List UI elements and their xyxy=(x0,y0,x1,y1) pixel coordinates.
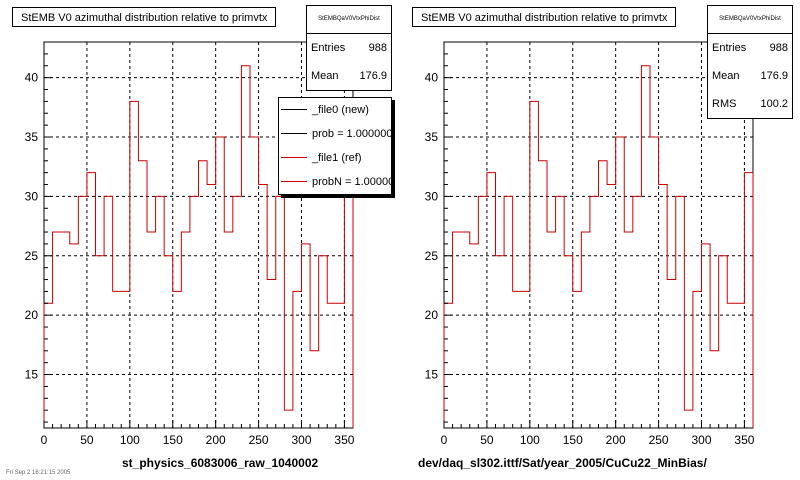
legend-entry-file1: _file1 (ref) xyxy=(279,146,391,170)
left-histogram-title: StEMB V0 azimuthal distribution relative… xyxy=(12,7,277,27)
right-stats-rms-value: 100.2 xyxy=(760,98,788,110)
legend-label-probn: probN = 1.000000 xyxy=(312,176,391,188)
right-stats-mean-label: Mean xyxy=(712,70,740,82)
legend-entry-prob: prob = 1.000000 xyxy=(279,122,391,146)
right-stats-name: StEMBQaV0VtxPhiDist xyxy=(708,6,792,34)
right-x-tick-label-5: 250 xyxy=(649,433,669,447)
right-stats-rms-row: RMS 100.2 xyxy=(708,90,792,118)
right-stats-entries-value: 988 xyxy=(769,42,788,54)
left-y-tick-label-0: 15 xyxy=(25,368,39,382)
left-y-tick-label-3: 30 xyxy=(25,189,39,203)
left-x-tick-label-1: 50 xyxy=(80,433,94,447)
left-legend-box: _file0 (new) prob = 1.000000 _file1 (ref… xyxy=(278,97,392,195)
left-x-tick-label-6: 300 xyxy=(291,433,311,447)
left-y-tick-label-5: 40 xyxy=(25,71,39,85)
left-x-tick-label-7: 350 xyxy=(334,433,354,447)
left-x-tick-label-3: 150 xyxy=(163,433,183,447)
left-x-axis-label: st_physics_6083006_raw_1040002 xyxy=(122,456,319,470)
right-x-tick-label-2: 100 xyxy=(520,433,540,447)
right-x-tick-label-6: 300 xyxy=(691,433,711,447)
left-stats-entries-row: Entries 988 xyxy=(307,34,391,62)
right-stats-mean-value: 176.9 xyxy=(760,70,788,82)
left-stats-entries-value: 988 xyxy=(368,42,387,54)
left-x-tick-label-4: 200 xyxy=(206,433,226,447)
left-histogram-series-line xyxy=(43,65,354,428)
left-x-tick-label-0: 0 xyxy=(41,433,48,447)
legend-entry-probn: probN = 1.000000 xyxy=(279,170,391,194)
left-stats-box: StEMBQaV0VtxPhiDist Entries 988 Mean 176… xyxy=(306,5,392,91)
right-x-tick-label-1: 50 xyxy=(480,433,494,447)
left-y-tick-label-2: 25 xyxy=(25,249,39,263)
right-histogram-title: StEMB V0 azimuthal distribution relative… xyxy=(412,7,677,27)
right-histogram-plot: 0 50 100 150 200 250 300 350 15 20 25 30 35 40 xyxy=(425,41,755,447)
right-x-tick-label-3: 150 xyxy=(563,433,583,447)
right-y-tick-label-0: 15 xyxy=(425,368,439,382)
right-y-tick-label-1: 20 xyxy=(425,308,439,322)
footnote-timestamp: Fri Sep 2 16:21:15 2005 xyxy=(6,470,71,476)
left-stats-mean-row: Mean 176.9 xyxy=(307,62,391,90)
left-histogram-panel: 0 50 100 150 200 250 300 350 15 20 25 30 35 40 StEMB … xyxy=(12,5,392,470)
legend-swatch-probn xyxy=(281,181,307,182)
right-stats-entries-label: Entries xyxy=(712,42,747,54)
right-x-tick-label-7: 350 xyxy=(734,433,754,447)
right-stats-rms-label: RMS xyxy=(712,98,737,110)
right-stats-mean-row: Mean 176.9 xyxy=(708,62,792,90)
right-histogram-series-line xyxy=(443,65,754,428)
legend-label-file1: _file1 (ref) xyxy=(312,152,362,164)
left-y-tick-label-4: 35 xyxy=(25,130,39,144)
legend-label-file0: _file0 (new) xyxy=(312,104,369,116)
legend-swatch-file1 xyxy=(281,157,307,158)
right-stats-entries-row: Entries 988 xyxy=(708,34,792,62)
left-x-tick-label-2: 100 xyxy=(120,433,140,447)
right-x-axis-label: dev/daq_sl302.ittf/Sat/year_2005/CuCu22_… xyxy=(418,456,707,470)
legend-swatch-file0 xyxy=(281,109,307,110)
left-x-tick-label-5: 250 xyxy=(249,433,269,447)
legend-swatch-prob xyxy=(281,133,307,134)
right-y-tick-label-4: 35 xyxy=(425,130,439,144)
left-stats-name: StEMBQaV0VtxPhiDist xyxy=(307,6,391,34)
right-y-tick-label-5: 40 xyxy=(425,71,439,85)
legend-label-prob: prob = 1.000000 xyxy=(312,128,391,140)
right-x-tick-label-4: 200 xyxy=(606,433,626,447)
right-y-tick-label-3: 30 xyxy=(425,189,439,203)
right-x-tick-label-0: 0 xyxy=(441,433,448,447)
left-stats-mean-value: 176.9 xyxy=(359,70,387,82)
right-y-tick-label-2: 25 xyxy=(425,249,439,263)
legend-entry-file0: _file0 (new) xyxy=(279,98,391,122)
left-stats-entries-label: Entries xyxy=(311,42,346,54)
right-histogram-panel: 0 50 100 150 200 250 300 350 15 20 25 30 35 40 StEMB … xyxy=(400,0,800,480)
left-histogram-plot: 0 50 100 150 200 250 300 350 15 20 25 30 35 40 xyxy=(25,41,355,447)
left-stats-mean-label: Mean xyxy=(311,70,339,82)
left-y-tick-label-1: 20 xyxy=(25,308,39,322)
right-stats-box: StEMBQaV0VtxPhiDist Entries 988 Mean 176… xyxy=(707,5,793,119)
